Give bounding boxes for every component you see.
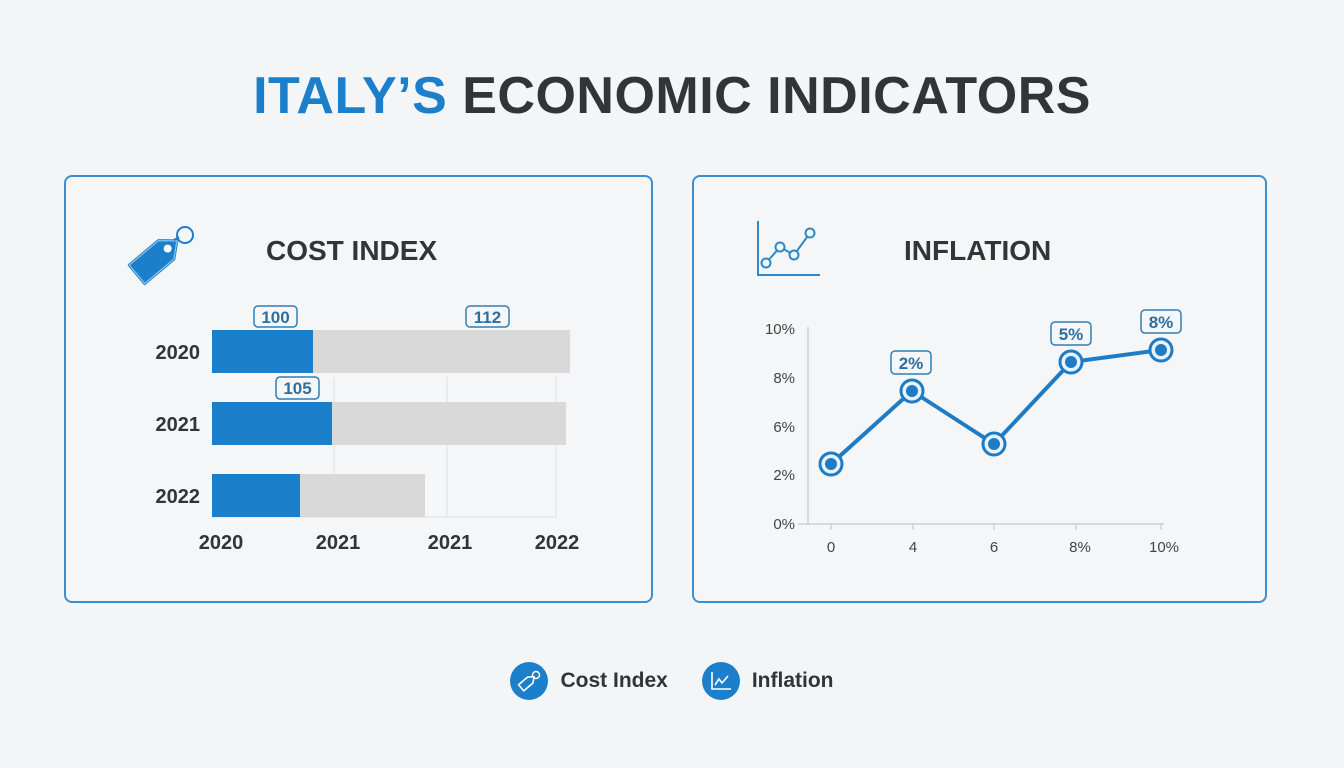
bar-row-2022: 2022: [156, 474, 425, 517]
svg-text:6%: 6%: [773, 419, 795, 436]
x-axis-labels: 0 4 6 8% 10%: [827, 539, 1179, 556]
data-labels: 2% 5% 8%: [890, 309, 1182, 375]
bar-row-2020: 2020 100 112: [156, 305, 570, 373]
svg-text:2020: 2020: [199, 532, 244, 554]
svg-text:8%: 8%: [1149, 313, 1174, 332]
svg-text:2%: 2%: [899, 354, 924, 373]
legend-label: Inflation: [751, 669, 834, 692]
price-tag-icon: [122, 221, 202, 292]
svg-text:8%: 8%: [773, 370, 795, 387]
svg-text:2021: 2021: [156, 414, 201, 436]
inflation-title: INFLATION: [904, 235, 1052, 266]
inflation-line-chart: 10% 8% 6% 2% 0% 0 4 6 8% 10% 2%: [765, 309, 1182, 556]
data-points: [818, 337, 1174, 477]
legend-label: Cost Index: [560, 669, 668, 692]
svg-text:5%: 5%: [1059, 325, 1084, 344]
line-chart-icon: [756, 219, 822, 284]
inflation-panel: INFLATION 10% 8% 6% 2% 0% 0 4 6 8% 10%: [692, 175, 1267, 603]
axes: [798, 327, 1164, 530]
svg-text:2020: 2020: [156, 342, 201, 364]
svg-text:4: 4: [909, 539, 917, 556]
svg-text:100: 100: [261, 308, 289, 327]
title-accent: ITALY’S: [253, 67, 448, 125]
svg-text:0: 0: [827, 539, 835, 556]
cost-index-bar-chart: 2020 100 112 2021 105 2022 2020 2021 202…: [156, 305, 580, 554]
svg-text:112: 112: [474, 308, 501, 327]
title-rest: ECONOMIC INDICATORS: [462, 67, 1091, 125]
cost-index-title: COST INDEX: [266, 235, 438, 266]
svg-text:2%: 2%: [773, 467, 795, 484]
page-title: ITALY’S ECONOMIC INDICATORS: [0, 66, 1344, 126]
svg-text:6: 6: [990, 539, 998, 556]
svg-text:2022: 2022: [156, 486, 201, 508]
legend-item-inflation[interactable]: Inflation: [701, 662, 834, 700]
legend-item-cost-index[interactable]: Cost Index: [510, 662, 668, 700]
cost-index-panel: COST INDEX 2020 100 112 2021 105: [64, 175, 653, 603]
svg-text:2021: 2021: [316, 532, 361, 554]
svg-text:10%: 10%: [765, 321, 795, 338]
svg-text:8%: 8%: [1069, 539, 1091, 556]
y-axis-labels: 10% 8% 6% 2% 0%: [765, 321, 795, 533]
price-tag-icon: [510, 662, 549, 700]
chart-legend: Cost Index Inflation: [0, 662, 1344, 700]
svg-text:2021: 2021: [428, 532, 473, 554]
bar-row-2021: 2021 105: [156, 376, 566, 445]
svg-text:2022: 2022: [535, 532, 580, 554]
x-axis-labels: 2020 2021 2021 2022: [199, 532, 580, 554]
line-chart-icon: [701, 662, 740, 700]
svg-text:0%: 0%: [773, 516, 795, 533]
svg-text:105: 105: [283, 379, 311, 398]
svg-text:10%: 10%: [1149, 539, 1179, 556]
